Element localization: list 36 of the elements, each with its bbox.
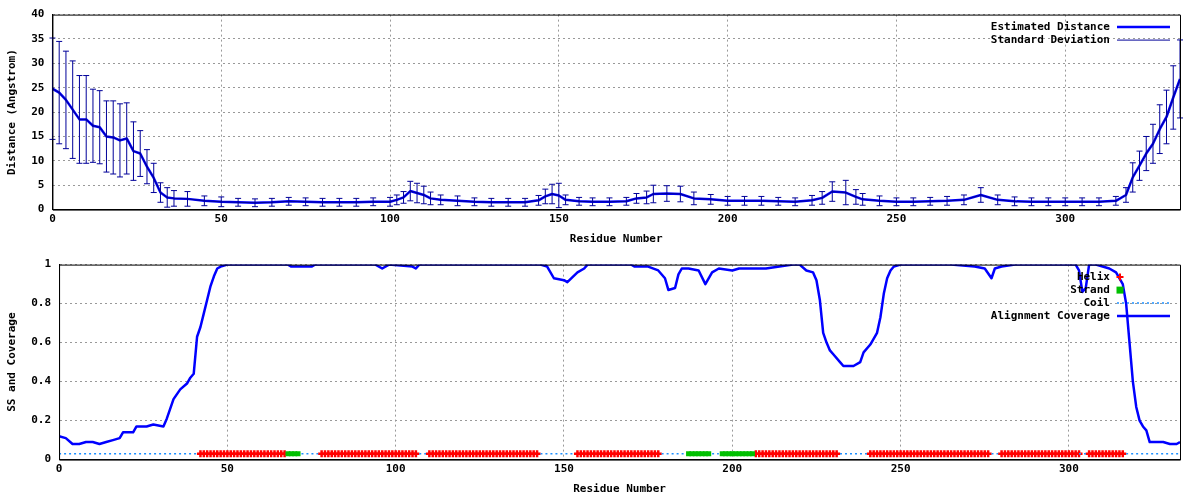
y-tick-label: 20 bbox=[31, 104, 45, 118]
y-tick-label: 40 bbox=[31, 7, 45, 21]
x-tick-label: 50 bbox=[214, 212, 228, 226]
x-tick-label: 150 bbox=[554, 462, 574, 476]
legend-label: Coil bbox=[1083, 295, 1110, 309]
legend-label: Alignment Coverage bbox=[990, 308, 1111, 322]
x-tick-label: 200 bbox=[722, 462, 743, 476]
x-tick-label: 150 bbox=[548, 212, 569, 226]
x-tick-label: 250 bbox=[890, 462, 911, 476]
legend-label: Standard Deviation bbox=[990, 32, 1110, 46]
y-tick-label: 0.6 bbox=[31, 335, 52, 349]
x-tick-label: 300 bbox=[1055, 212, 1076, 226]
x-tick-label: 50 bbox=[220, 462, 234, 476]
y-tick-label: 0.4 bbox=[31, 374, 52, 388]
y-tick-label: 0 bbox=[37, 202, 45, 216]
x-tick-label: 300 bbox=[1058, 462, 1079, 476]
x-axis-title: Residue Number bbox=[573, 482, 667, 496]
y-tick-label: 30 bbox=[31, 56, 45, 70]
y-tick-label: 0.8 bbox=[31, 296, 52, 310]
x-tick-label: 100 bbox=[380, 212, 400, 226]
y-axis-title: SS and Coverage bbox=[5, 312, 19, 412]
y-tick-label: 5 bbox=[37, 178, 45, 192]
y-tick-label: 0 bbox=[44, 452, 52, 466]
x-tick-label: 200 bbox=[717, 212, 738, 226]
legend-label: Estimated Distance bbox=[990, 19, 1111, 33]
y-tick-label: 35 bbox=[31, 31, 45, 45]
x-tick-label: 250 bbox=[886, 212, 907, 226]
y-tick-label: 0.2 bbox=[31, 413, 52, 427]
x-tick-label: 100 bbox=[385, 462, 406, 476]
y-tick-label: 1 bbox=[44, 257, 52, 271]
x-axis-title: Residue Number bbox=[569, 232, 663, 246]
y-tick-label: 15 bbox=[31, 129, 45, 143]
y-axis-title: Distance (Angstrom) bbox=[5, 49, 19, 176]
y-tick-label: 10 bbox=[31, 153, 45, 167]
x-tick-label: 0 bbox=[55, 462, 63, 476]
y-tick-label: 25 bbox=[31, 80, 45, 94]
